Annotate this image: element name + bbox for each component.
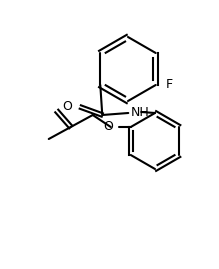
- Text: O: O: [62, 100, 72, 112]
- Text: NH: NH: [130, 107, 149, 119]
- Text: O: O: [103, 121, 113, 133]
- Text: F: F: [166, 77, 173, 90]
